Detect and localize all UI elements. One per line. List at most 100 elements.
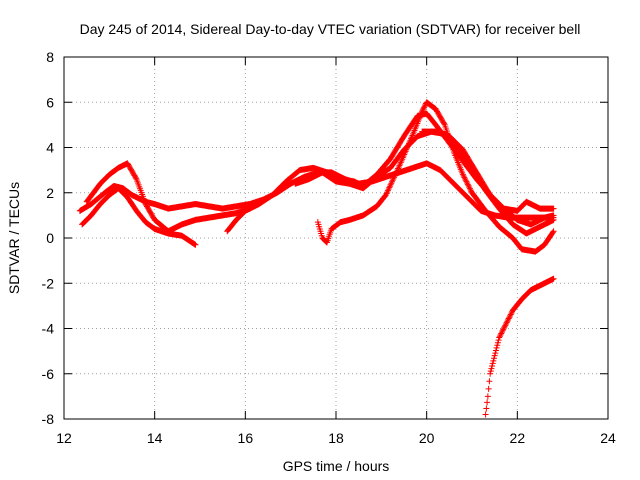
y-tick-label: 6: [46, 94, 54, 110]
data-point: [388, 178, 395, 185]
data-point: [391, 174, 398, 181]
data-point: [464, 180, 471, 187]
grid: [63, 56, 609, 420]
data-point: [464, 181, 471, 188]
data-point: [487, 370, 494, 377]
chart-title: Day 245 of 2014, Sidereal Day-to-day VTE…: [80, 21, 581, 37]
data-point: [507, 311, 514, 318]
data-point: [495, 337, 502, 344]
data-point: [466, 184, 473, 191]
data-point: [491, 355, 498, 362]
data-point: [384, 187, 391, 194]
data-point: [384, 189, 391, 196]
series-track-7: [419, 128, 557, 214]
data-point: [549, 229, 556, 236]
data-point: [550, 228, 557, 235]
data-point: [393, 168, 400, 175]
data-point: [395, 165, 402, 172]
data-point: [501, 323, 508, 330]
data-point: [459, 171, 466, 178]
y-tick-label: -6: [42, 366, 55, 382]
data-marks: [76, 99, 557, 418]
data-point: [497, 331, 504, 338]
y-tick-label: 8: [46, 49, 54, 65]
data-point: [484, 393, 491, 400]
data-point: [498, 329, 505, 336]
y-tick-label: 0: [46, 230, 54, 246]
data-point: [461, 174, 468, 181]
data-point: [462, 175, 469, 182]
data-point: [490, 357, 497, 364]
data-point: [500, 325, 507, 332]
data-point: [483, 405, 490, 412]
data-point: [419, 108, 426, 115]
data-point: [487, 368, 494, 375]
data-point: [385, 186, 392, 193]
data-point: [421, 104, 428, 111]
data-point: [192, 241, 199, 248]
x-tick-label: 20: [419, 430, 435, 446]
data-point: [507, 312, 514, 319]
data-point: [465, 182, 472, 189]
data-point: [503, 320, 509, 327]
data-point: [489, 362, 496, 369]
data-point: [323, 238, 330, 245]
data-point: [386, 184, 393, 191]
data-point: [493, 344, 500, 351]
x-tick-label: 24: [600, 430, 616, 446]
data-point: [420, 105, 427, 112]
y-tick-label: -8: [42, 411, 55, 427]
data-point: [383, 190, 390, 197]
data-point: [392, 171, 399, 178]
data-point: [502, 322, 509, 329]
data-point: [395, 164, 402, 171]
data-point: [390, 175, 397, 182]
y-tick-label: 2: [46, 185, 54, 201]
x-tick-label: 12: [56, 430, 72, 446]
data-point: [421, 103, 428, 110]
data-point: [441, 120, 448, 127]
data-point: [460, 173, 467, 180]
data-point: [485, 385, 492, 392]
data-point: [486, 378, 493, 385]
data-point: [393, 169, 400, 176]
data-point: [496, 333, 503, 340]
data-point: [496, 334, 503, 341]
data-point: [508, 310, 515, 317]
data-point: [462, 177, 469, 184]
data-point: [506, 314, 513, 321]
data-point: [419, 107, 426, 114]
data-point: [550, 205, 557, 212]
data-point: [482, 411, 489, 418]
data-point: [498, 330, 505, 337]
data-point: [394, 167, 401, 174]
data-point: [504, 318, 511, 325]
data-point: [463, 178, 470, 185]
plot-border: [63, 56, 609, 420]
data-point: [388, 180, 395, 187]
x-tick-label: 16: [238, 430, 254, 446]
data-point: [466, 185, 473, 192]
series-track-8: [482, 275, 557, 418]
data-point: [505, 315, 512, 322]
x-tick-label: 22: [510, 430, 526, 446]
data-point: [132, 174, 139, 181]
data-point: [387, 181, 394, 188]
y-axis-label: SDTVAR / TECUs: [6, 182, 22, 294]
series-track-2: [79, 185, 199, 248]
data-point: [492, 350, 499, 357]
data-point: [488, 365, 495, 372]
y-tick-label: -2: [42, 275, 55, 291]
data-point: [382, 192, 389, 199]
x-axis-label: GPS time / hours: [283, 458, 390, 474]
data-point: [505, 316, 512, 323]
x-tick-label: 18: [328, 430, 344, 446]
data-point: [491, 352, 498, 359]
data-point: [494, 342, 501, 349]
data-point: [503, 319, 510, 326]
data-point: [499, 327, 506, 334]
data-point: [389, 177, 396, 184]
data-point: [550, 216, 557, 223]
